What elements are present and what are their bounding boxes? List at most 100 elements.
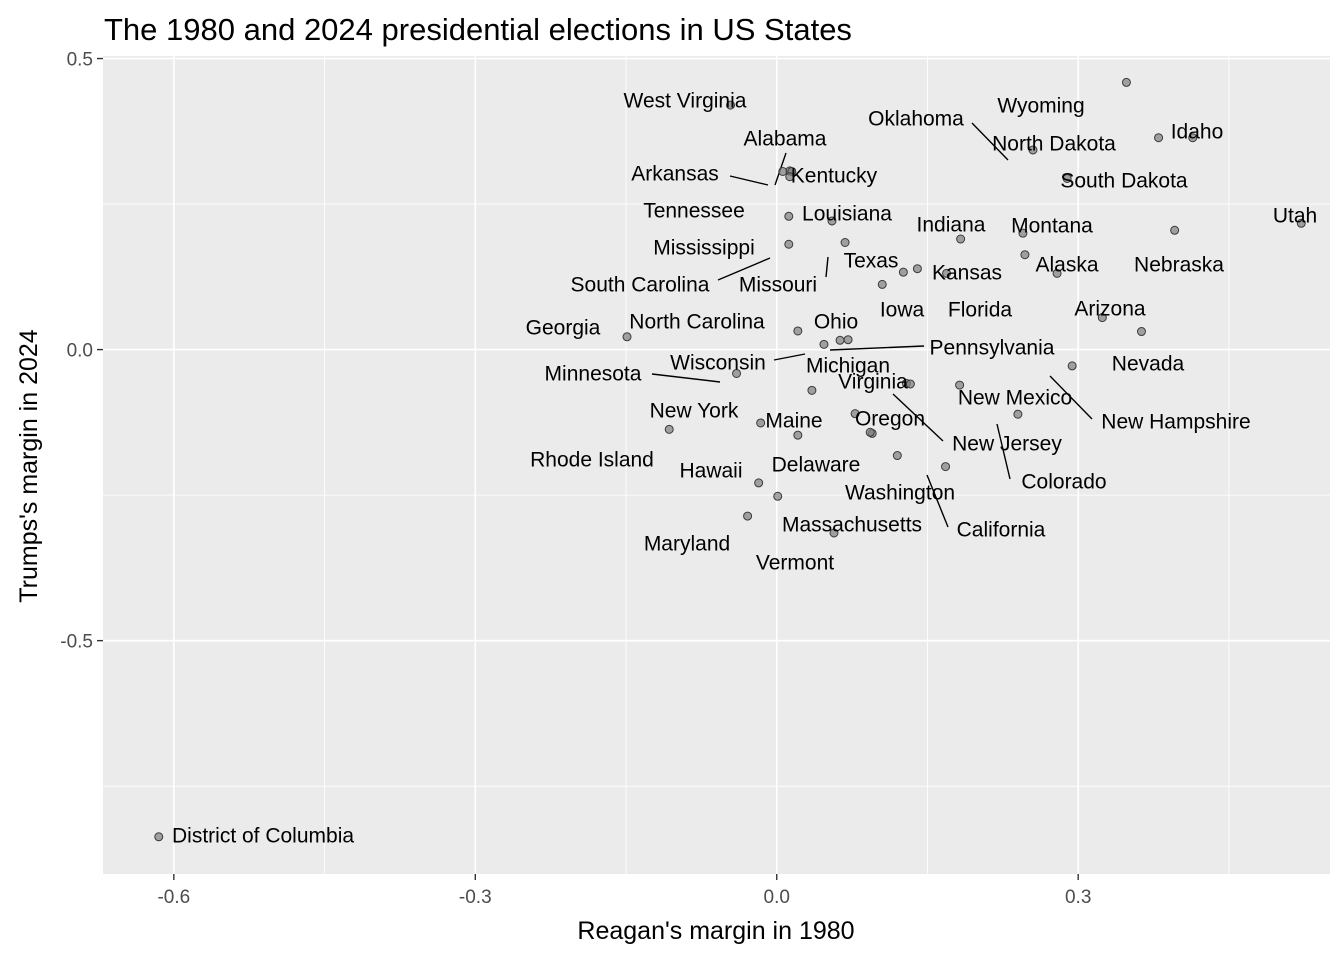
- label-leader-line: [996, 423, 1011, 480]
- point-label: Alaska: [1035, 254, 1098, 277]
- point-label: Louisiana: [802, 203, 892, 226]
- data-point: [1188, 133, 1198, 143]
- label-leader-line: [926, 474, 949, 528]
- point-label: Hawaii: [679, 460, 742, 483]
- point-label: Missouri: [739, 274, 817, 297]
- point-label: Idaho: [1171, 121, 1224, 144]
- x-tick-label: 0.0: [764, 887, 790, 908]
- data-point: [877, 279, 887, 289]
- data-point: [756, 418, 766, 428]
- data-point: [784, 239, 794, 249]
- point-labels: West Virginia Wyoming Oklahoma North Dakota…: [172, 90, 1317, 848]
- point-label: Indiana: [917, 214, 986, 237]
- point-label: Ohio: [814, 311, 858, 334]
- data-point: [754, 478, 764, 488]
- data-point: [1154, 133, 1164, 143]
- point-label: Arizona: [1074, 298, 1146, 321]
- label-leader-line: [773, 353, 806, 361]
- label-leader-lines: [651, 122, 1093, 528]
- point-label: District of Columbia: [172, 825, 354, 848]
- x-tick-label: 0.3: [1065, 887, 1091, 908]
- chart-title: The 1980 and 2024 presidential elections…: [104, 12, 852, 47]
- point-label: Oregon: [855, 408, 925, 431]
- gridlines: [103, 56, 1330, 874]
- point-label: Delaware: [772, 454, 861, 477]
- data-point: [1013, 409, 1023, 419]
- data-point: [154, 832, 164, 842]
- y-axis-title: Trumps's margin in 2024: [15, 329, 43, 602]
- data-point: [1018, 228, 1028, 238]
- data-point: [827, 216, 837, 226]
- data-point: [840, 237, 850, 247]
- label-leader-line: [971, 122, 1009, 161]
- plot-panel: [103, 56, 1330, 874]
- point-label: North Dakota: [992, 133, 1116, 156]
- data-point: [865, 427, 875, 437]
- point-label: Maryland: [644, 533, 730, 556]
- point-label: Florida: [948, 299, 1013, 322]
- x-tick-label: -0.3: [459, 887, 492, 908]
- point-label: Wyoming: [997, 95, 1084, 118]
- data-point: [942, 268, 952, 278]
- data-point: [732, 368, 742, 378]
- data-point: [819, 339, 829, 349]
- axis-ticks: -0.6 -0.3 0.0 0.3 -0.5 0.0 0.5: [60, 50, 1091, 908]
- point-label: Tennessee: [643, 200, 745, 223]
- data-point: [892, 451, 902, 461]
- data-point: [743, 511, 753, 521]
- data-point: [956, 234, 966, 244]
- point-label: South Carolina: [571, 274, 710, 297]
- data-point: [898, 267, 908, 277]
- point-label: Utah: [1273, 205, 1317, 228]
- point-label: New Jersey: [952, 433, 1062, 456]
- point-label: Alabama: [744, 128, 827, 151]
- data-point: [1097, 313, 1107, 323]
- point-label: New Mexico: [958, 387, 1072, 410]
- label-leader-line: [825, 256, 829, 278]
- point-label: New York: [650, 400, 739, 423]
- data-point: [793, 430, 803, 440]
- data-point: [955, 380, 965, 390]
- point-label: Wisconsin: [670, 352, 766, 375]
- label-leader-line: [651, 373, 721, 383]
- data-point: [1296, 218, 1306, 228]
- point-label: Nebraska: [1134, 254, 1224, 277]
- data-point: [941, 462, 951, 472]
- x-axis-title: Reagan's margin in 1980: [577, 917, 854, 945]
- y-tick-label: 0.0: [67, 341, 93, 362]
- label-leader-line: [729, 175, 769, 186]
- point-label: New Hampshire: [1101, 411, 1250, 434]
- data-point: [664, 424, 674, 434]
- data-point: [784, 211, 794, 221]
- point-label: Maine: [765, 410, 822, 433]
- point-label: Texas: [844, 250, 899, 273]
- point-label: Rhode Island: [530, 449, 654, 472]
- point-label: Nevada: [1112, 353, 1185, 376]
- data-point: [1020, 250, 1030, 260]
- data-point: [1170, 225, 1180, 235]
- point-label: Colorado: [1021, 471, 1106, 494]
- point-label: Minnesota: [545, 363, 642, 386]
- point-label: Mississippi: [653, 237, 755, 260]
- label-leader-line: [829, 345, 925, 351]
- data-point: [807, 385, 817, 395]
- label-leader-line: [1049, 375, 1093, 420]
- point-label: Virginia: [838, 371, 908, 394]
- point-label: Kentucky: [791, 165, 878, 188]
- data-point: [726, 100, 736, 110]
- y-tick-label: -0.5: [60, 632, 93, 653]
- point-label: Massachusetts: [782, 514, 922, 537]
- x-tick-label: -0.6: [157, 887, 190, 908]
- data-point: [1136, 327, 1146, 337]
- point-label: Vermont: [756, 552, 834, 575]
- data-points: [154, 77, 1306, 842]
- point-label: California: [957, 519, 1046, 542]
- data-point: [1062, 173, 1072, 183]
- data-point: [912, 264, 922, 274]
- point-label: West Virginia: [624, 90, 747, 113]
- point-label: Michigan: [806, 355, 890, 378]
- point-label: Montana: [1011, 215, 1093, 238]
- data-point: [905, 379, 915, 389]
- point-label: Pennsylvania: [930, 337, 1055, 360]
